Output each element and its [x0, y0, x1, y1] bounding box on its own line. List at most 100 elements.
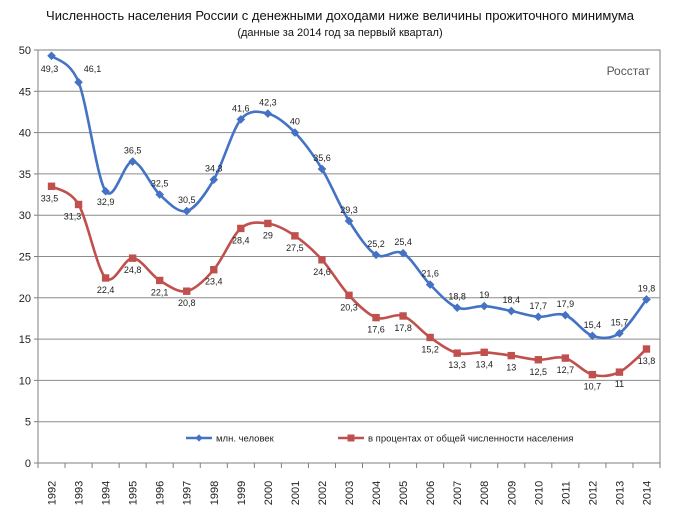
source-label: Росстат	[607, 64, 651, 78]
x-tick-label: 2010	[533, 481, 545, 505]
x-tick-label: 2006	[425, 481, 437, 505]
data-point-2	[561, 354, 570, 362]
data-point-2	[291, 232, 299, 240]
y-tick-label: 35	[19, 169, 31, 181]
x-tick-label: 2007	[452, 481, 464, 505]
y-tick-label: 50	[19, 45, 31, 57]
data-point-1	[479, 301, 489, 311]
data-point-1	[101, 186, 110, 196]
data-point-2	[480, 348, 488, 357]
data-label-1: 32,5	[151, 179, 169, 189]
data-point-2	[399, 312, 407, 320]
x-tick-label: 1995	[128, 481, 140, 505]
data-label-2: 17,6	[367, 325, 385, 335]
data-label-1: 42,3	[259, 98, 277, 108]
data-label-2: 13,4	[475, 359, 493, 369]
data-point-2	[183, 287, 191, 295]
data-label-2: 12,5	[530, 367, 548, 377]
data-point-1	[209, 175, 219, 184]
data-label-2: 11	[615, 379, 624, 389]
data-label-2: 24,6	[313, 267, 331, 277]
data-label-1: 46,1	[84, 64, 102, 74]
data-label-1: 34,3	[205, 164, 223, 174]
x-tick-label: 2005	[398, 481, 410, 505]
data-label-1: 17,9	[557, 299, 575, 309]
x-tick-label: 1994	[101, 481, 113, 505]
data-point-1	[452, 303, 462, 313]
data-label-2: 31,3	[64, 211, 82, 221]
data-point-2	[534, 356, 543, 364]
data-label-1: 15,4	[584, 320, 602, 330]
data-point-2	[588, 370, 597, 379]
data-point-2	[74, 200, 83, 209]
data-label-1: 19,8	[638, 283, 656, 293]
data-label-2: 27,5	[286, 243, 304, 253]
y-tick-label: 15	[19, 334, 31, 346]
data-label-1: 36,5	[124, 146, 142, 156]
x-tick-label: 1997	[182, 481, 194, 505]
data-point-2	[426, 333, 434, 342]
data-label-2: 13,8	[638, 356, 656, 366]
data-point-1	[344, 216, 354, 226]
legend-marker-2	[347, 434, 355, 442]
data-label-1: 25,2	[367, 239, 385, 249]
x-tick-label: 2003	[344, 481, 356, 505]
data-point-2	[507, 351, 515, 360]
data-label-1: 40	[290, 117, 300, 127]
data-point-2	[615, 368, 624, 376]
data-point-1	[182, 206, 192, 216]
y-tick-label: 25	[19, 252, 31, 264]
data-point-1	[371, 250, 381, 260]
data-label-2: 24,8	[124, 265, 142, 275]
data-label-2: 23,4	[205, 277, 223, 287]
data-label-2: 22,4	[97, 285, 115, 295]
x-tick-label: 2012	[587, 481, 599, 505]
y-tick-label: 40	[19, 128, 31, 140]
data-label-1: 25,4	[394, 237, 412, 247]
data-point-2	[47, 182, 56, 190]
data-point-1	[290, 128, 300, 137]
series-line-1	[50, 54, 648, 340]
data-label-2: 17,8	[394, 323, 412, 333]
data-point-2	[642, 345, 651, 353]
data-point-1	[74, 77, 83, 87]
x-tick-label: 1999	[236, 481, 248, 505]
data-label-1: 41,6	[232, 103, 250, 113]
data-label-2: 33,5	[41, 193, 59, 203]
data-label-1: 21,6	[421, 269, 439, 279]
data-point-1	[236, 115, 246, 124]
data-label-2: 20,3	[340, 302, 358, 312]
y-tick-label: 45	[19, 86, 31, 98]
x-tick-label: 2008	[479, 481, 491, 505]
data-point-2	[453, 349, 461, 357]
data-label-2: 15,2	[421, 344, 439, 354]
data-point-1	[561, 310, 570, 320]
y-tick-label: 0	[25, 458, 31, 470]
data-point-2	[318, 256, 326, 264]
data-label-1: 49,3	[41, 64, 59, 74]
y-tick-label: 30	[19, 210, 31, 222]
x-tick-label: 2011	[560, 481, 572, 505]
data-point-1	[506, 306, 516, 316]
legend-marker-1	[195, 434, 203, 442]
x-tick-label: 2014	[641, 481, 653, 505]
data-point-1	[317, 164, 327, 174]
data-point-1	[615, 329, 624, 338]
data-point-1	[398, 248, 408, 258]
data-point-2	[372, 313, 380, 322]
y-tick-label: 5	[25, 417, 31, 429]
data-point-1	[263, 109, 273, 118]
data-label-1: 18,8	[448, 292, 466, 302]
legend-label-1: млн. человек	[216, 434, 275, 445]
data-point-1	[588, 331, 597, 341]
x-tick-label: 2004	[371, 481, 383, 505]
data-label-1: 18,4	[502, 295, 520, 305]
data-point-2	[128, 254, 137, 262]
data-point-1	[47, 51, 56, 61]
data-point-1	[642, 295, 651, 304]
data-label-1: 19	[479, 290, 489, 300]
data-label-1: 30,5	[178, 195, 196, 205]
x-tick-label: 2001	[290, 481, 302, 505]
